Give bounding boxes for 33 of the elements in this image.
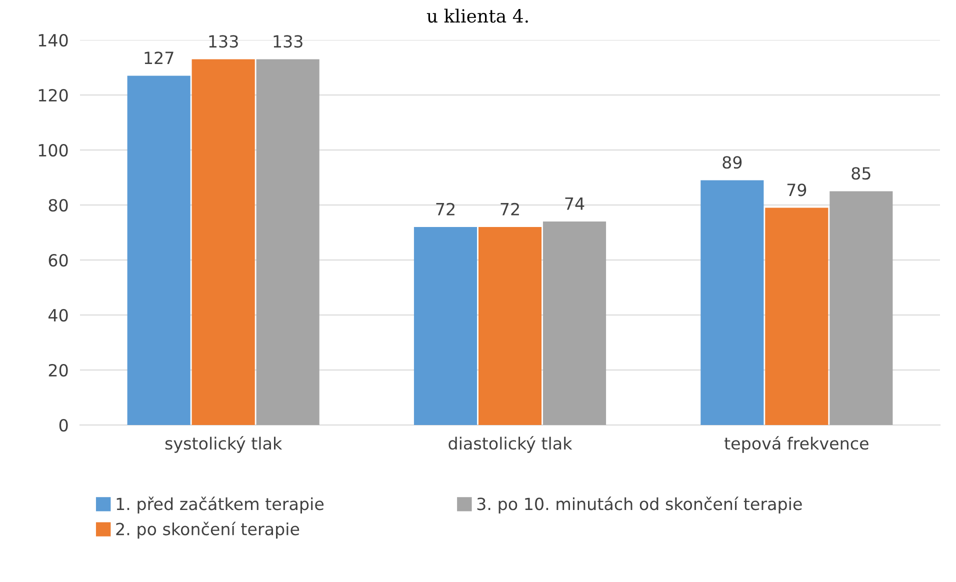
data-label: 74 [565,198,584,210]
legend-label: 1. před začátkem terapie [116,496,324,514]
bar [478,227,542,425]
y-tick-label: 140 [38,34,68,47]
bar [414,227,478,425]
bar [127,76,190,425]
bar [700,180,764,425]
data-label: 89 [722,156,742,169]
y-tick-label: 60 [48,254,68,267]
data-label: 72 [500,202,519,216]
data-label: 127 [144,52,174,64]
data-label: 133 [209,35,238,48]
x-tick-label: diastolický tlak [448,436,572,453]
bar [256,59,320,425]
data-label: 85 [852,167,870,180]
x-tick-label: systolický tlak [165,436,282,453]
legend-label: 3. po 10. minutách od skončení terapie [477,496,802,514]
y-tick-label: 20 [48,364,68,377]
bar [192,59,255,425]
y-tick-label: 100 [38,144,68,157]
legend-label: 2. po skončení terapie [116,522,300,539]
data-label: 79 [787,184,806,196]
chart-title: u klienta 4. [426,8,528,23]
y-tick-label: 80 [48,198,68,212]
y-tick-label: 40 [48,308,68,322]
bar [765,208,828,425]
data-label: 133 [274,35,302,48]
x-tick-label: tepová frekvence [724,436,868,453]
y-tick-label: 120 [38,88,68,102]
y-tick-label: 0 [59,418,68,432]
bar [542,222,606,425]
bar [830,191,893,425]
data-label: 72 [436,202,454,216]
